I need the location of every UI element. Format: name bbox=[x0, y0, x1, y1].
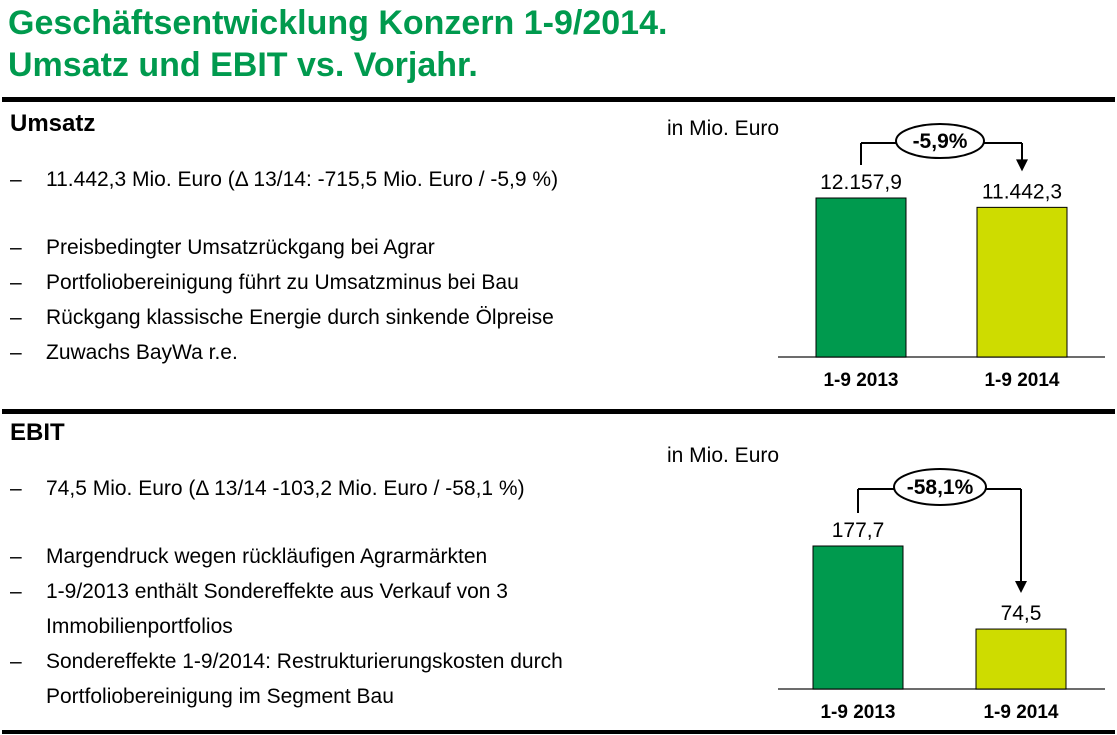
bar-1-9-2014 bbox=[975, 628, 1067, 690]
section-ebit: EBIT – 74,5 Mio. Euro (Δ 13/14 -103,2 Mi… bbox=[10, 419, 658, 714]
page-title-line-2: Umsatz und EBIT vs. Vorjahr. bbox=[8, 46, 478, 84]
umsatz-bullet-list: – 11.442,3 Mio. Euro (Δ 13/14: -715,5 Mi… bbox=[10, 162, 658, 370]
bullet-item: – 74,5 Mio. Euro (Δ 13/14 -103,2 Mio. Eu… bbox=[10, 471, 658, 506]
bullet-item: – Portfoliobereinigung führt zu Umsatzmi… bbox=[10, 265, 658, 300]
bar-category-label: 1-9 2014 bbox=[983, 702, 1058, 723]
bullet-dash: – bbox=[10, 168, 22, 191]
delta-oval bbox=[895, 123, 985, 159]
delta-label: -58,1% bbox=[907, 476, 974, 499]
bar-category-label: 1-9 2013 bbox=[820, 702, 895, 723]
bullet-item: – Sondereffekte 1-9/2014: Restrukturieru… bbox=[10, 644, 658, 714]
bullet-text: Sondereffekte 1-9/2014: Restrukturierung… bbox=[46, 650, 563, 708]
bar-value-label: 74,5 bbox=[1001, 602, 1042, 625]
bullet-text: Portfoliobereinigung führt zu Umsatzminu… bbox=[46, 271, 519, 294]
umsatz-bar-chart: in Mio. Euro -5,9% 12.157,9 1-9 2013 11.442,… bbox=[667, 117, 1105, 391]
bullet-dash: – bbox=[10, 580, 22, 603]
bar-value-label: 12.157,9 bbox=[820, 171, 902, 194]
bullet-text: Margendruck wegen rückläufigen Agrarmärk… bbox=[46, 545, 488, 568]
bullet-dash: – bbox=[10, 650, 22, 673]
unit-label: in Mio. Euro bbox=[667, 117, 779, 140]
bullet-text: Preisbedingter Umsatzrückgang bei Agrar bbox=[46, 236, 435, 259]
bullet-dash: – bbox=[10, 341, 22, 364]
bullet-dash: – bbox=[10, 477, 22, 500]
delta-label: -5,9% bbox=[913, 130, 968, 153]
bullet-dash: – bbox=[10, 271, 22, 294]
divider-top bbox=[2, 97, 1115, 102]
bullet-text: Zuwachs BayWa r.e. bbox=[46, 341, 238, 364]
section-umsatz: Umsatz – 11.442,3 Mio. Euro (Δ 13/14: -7… bbox=[10, 110, 658, 370]
bullet-text: 1-9/2013 enthält Sondereffekte aus Verka… bbox=[46, 580, 508, 638]
bullet-item: – Preisbedingter Umsatzrückgang bei Agra… bbox=[10, 230, 658, 265]
ebit-bullet-list: – 74,5 Mio. Euro (Δ 13/14 -103,2 Mio. Eu… bbox=[10, 471, 658, 714]
bar-value-label: 177,7 bbox=[832, 519, 885, 542]
bullet-item: – Rückgang klassische Energie durch sink… bbox=[10, 300, 658, 335]
bullet-item: – Zuwachs BayWa r.e. bbox=[10, 335, 658, 370]
bar-1-9-2013 bbox=[812, 545, 904, 690]
divider-bottom bbox=[2, 730, 1115, 734]
ebit-heading: EBIT bbox=[10, 419, 65, 446]
bullet-item: – Margendruck wegen rückläufigen Agrarmä… bbox=[10, 539, 658, 574]
unit-label: in Mio. Euro bbox=[667, 444, 779, 467]
bullet-dash: – bbox=[10, 306, 22, 329]
umsatz-heading: Umsatz bbox=[10, 110, 96, 137]
ebit-bar-chart: in Mio. Euro -58,1% 177,7 1-9 2013 74,5 1-9 2… bbox=[667, 444, 1105, 723]
bar-category-label: 1-9 2013 bbox=[823, 370, 898, 391]
bar-1-9-2014 bbox=[976, 206, 1068, 358]
bullet-dash: – bbox=[10, 236, 22, 259]
arrow-head bbox=[1015, 581, 1027, 594]
bullet-item: – 11.442,3 Mio. Euro (Δ 13/14: -715,5 Mi… bbox=[10, 162, 658, 197]
page-title: Geschäftsentwicklung Konzern 1-9/2014. U… bbox=[8, 2, 667, 86]
divider-middle bbox=[2, 409, 1115, 414]
bar-value-label: 11.442,3 bbox=[982, 180, 1062, 203]
bar-category-label: 1-9 2014 bbox=[984, 370, 1059, 391]
bullet-text: 11.442,3 Mio. Euro (Δ 13/14: -715,5 Mio.… bbox=[46, 168, 559, 191]
bullet-item: – 1-9/2013 enthält Sondereffekte aus Ver… bbox=[10, 574, 658, 644]
page-title-line-1: Geschäftsentwicklung Konzern 1-9/2014. bbox=[8, 4, 668, 42]
bullet-text: Rückgang klassische Energie durch sinken… bbox=[46, 306, 554, 329]
delta-oval bbox=[893, 468, 987, 506]
bullet-dash: – bbox=[10, 545, 22, 568]
bar-1-9-2013 bbox=[815, 197, 907, 358]
arrow-head bbox=[1016, 159, 1028, 172]
bullet-text: 74,5 Mio. Euro (Δ 13/14 -103,2 Mio. Euro… bbox=[46, 477, 525, 500]
